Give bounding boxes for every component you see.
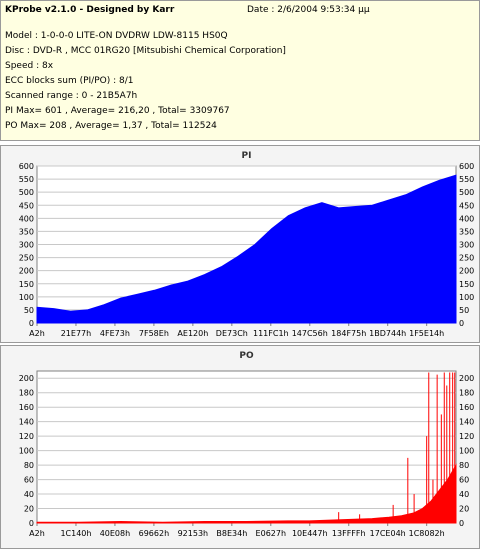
po-ytick-left-0: 0 — [29, 519, 34, 528]
pi-ytick-left-11: 550 — [19, 175, 34, 184]
ecc-line: ECC blocks sum (PI/PO) : 8/1 — [5, 76, 134, 86]
po-ytick-left-8: 160 — [19, 403, 34, 412]
po-xtick-8: 13FFFFh — [332, 529, 366, 538]
pi-chart-panel: PI 0 0 50 50 100 100 150 150 200 200 250 250 300 300 35… — [0, 145, 480, 343]
po-chart: PO 0 0 20 20 40 40 60 60 80 80 100 100 120 120 140 140 16… — [19, 351, 475, 538]
speed-line: Speed : 8x — [5, 61, 54, 71]
po-ytick-left-3: 60 — [24, 476, 34, 485]
pi-ytick-left-8: 400 — [19, 214, 34, 223]
pi-ytick-left-1: 50 — [24, 306, 34, 315]
disc-line: Disc : DVD-R , MCC 01RG20 [Mitsubishi Ch… — [5, 46, 286, 56]
pi-stats-line: PI Max= 601 , Average= 216,20 , Total= 3… — [5, 106, 230, 116]
pi-ytick-left-7: 350 — [19, 227, 34, 236]
pi-xtick-4: AE120h — [177, 329, 208, 338]
po-ytick-right-2: 40 — [459, 490, 469, 499]
pi-ytick-right-8: 400 — [459, 214, 474, 223]
pi-ytick-right-2: 100 — [459, 293, 474, 302]
pi-xtick-2: 4FE73h — [100, 329, 130, 338]
po-xtick-5: B8E34h — [216, 529, 247, 538]
po-ytick-right-3: 60 — [459, 476, 469, 485]
po-ytick-left-2: 40 — [24, 490, 34, 499]
pi-chart: PI 0 0 50 50 100 100 150 150 200 200 250 250 300 300 35… — [19, 151, 475, 338]
po-ytick-right-8: 160 — [459, 403, 474, 412]
po-xtick-0: A2h — [29, 529, 45, 538]
pi-ytick-right-4: 200 — [459, 267, 474, 276]
pi-ytick-right-9: 450 — [459, 201, 474, 210]
pi-series-area-0 — [36, 174, 457, 324]
po-ytick-right-10: 200 — [459, 374, 474, 383]
pi-xtick-7: 147C56h — [292, 329, 328, 338]
app-title: KProbe v2.1.0 - Designed by Karr — [5, 5, 175, 15]
pi-ytick-left-10: 500 — [19, 188, 34, 197]
pi-ytick-left-2: 100 — [19, 293, 34, 302]
pi-xtick-6: 111FC1h — [253, 329, 289, 338]
po-xtick-10: 1C8082h — [409, 529, 445, 538]
po-ytick-right-4: 80 — [459, 461, 469, 470]
po-xtick-7: 10E447h — [292, 529, 328, 538]
po-chart-title: PO — [239, 351, 254, 361]
po-xtick-1: 1C140h — [60, 529, 91, 538]
model-line: Model : 1-0-0-0 LITE-ON DVDRW LDW-8115 H… — [5, 31, 228, 41]
po-ytick-right-1: 20 — [459, 505, 469, 514]
po-xtick-4: 92153h — [178, 529, 209, 538]
po-ytick-left-1: 20 — [24, 505, 34, 514]
pi-ytick-right-12: 600 — [459, 162, 474, 171]
info-panel: KProbe v2.1.0 - Designed by Karr Date : … — [0, 0, 480, 141]
po-ytick-right-9: 180 — [459, 389, 474, 398]
pi-ytick-right-3: 150 — [459, 280, 474, 289]
pi-ytick-right-10: 500 — [459, 188, 474, 197]
po-xtick-6: E0627h — [256, 529, 286, 538]
po-xtick-3: 69662h — [139, 529, 170, 538]
po-xtick-2: 40E08h — [100, 529, 130, 538]
pi-ytick-right-6: 300 — [459, 241, 474, 250]
pi-ytick-right-1: 50 — [459, 306, 469, 315]
pi-xtick-3: 7F58Eh — [139, 329, 169, 338]
po-ytick-right-0: 0 — [459, 519, 464, 528]
pi-ytick-right-0: 0 — [459, 319, 464, 328]
po-ytick-left-6: 120 — [19, 432, 34, 441]
pi-xtick-8: 184F75h — [331, 329, 366, 338]
po-ytick-right-7: 140 — [459, 418, 474, 427]
po-ytick-right-5: 100 — [459, 447, 474, 456]
pi-ytick-left-4: 200 — [19, 267, 34, 276]
po-ytick-left-7: 140 — [19, 418, 34, 427]
pi-ytick-left-5: 250 — [19, 254, 34, 263]
pi-ytick-left-12: 600 — [19, 162, 34, 171]
po-xtick-9: 17CE04h — [370, 529, 406, 538]
pi-ytick-right-11: 550 — [459, 175, 474, 184]
pi-ytick-left-3: 150 — [19, 280, 34, 289]
date-label: Date : 2/6/2004 9:53:34 μμ — [247, 5, 370, 15]
po-ytick-left-5: 100 — [19, 447, 34, 456]
pi-xtick-0: A2h — [29, 329, 45, 338]
pi-ytick-left-9: 450 — [19, 201, 34, 210]
pi-ytick-right-7: 350 — [459, 227, 474, 236]
pi-xtick-5: DE73Ch — [216, 329, 248, 338]
po-plot-area — [36, 370, 457, 524]
po-ytick-left-9: 180 — [19, 389, 34, 398]
po-chart-panel: PO 0 0 20 20 40 40 60 60 80 80 100 100 120 120 140 140 16… — [0, 345, 480, 549]
pi-chart-title: PI — [242, 151, 252, 161]
pi-xtick-9: 1BD744h — [369, 329, 406, 338]
pi-ytick-left-6: 300 — [19, 241, 34, 250]
po-ytick-right-6: 120 — [459, 432, 474, 441]
pi-ytick-left-0: 0 — [29, 319, 34, 328]
range-line: Scanned range : 0 - 21B5A7h — [5, 91, 138, 101]
pi-xtick-1: 21E77h — [61, 329, 91, 338]
po-ytick-left-4: 80 — [24, 461, 34, 470]
po-ytick-left-10: 200 — [19, 374, 34, 383]
pi-ytick-right-5: 250 — [459, 254, 474, 263]
pi-xtick-10: 1F5E14h — [409, 329, 444, 338]
po-stats-line: PO Max= 208 , Average= 1,37 , Total= 112… — [5, 121, 217, 131]
